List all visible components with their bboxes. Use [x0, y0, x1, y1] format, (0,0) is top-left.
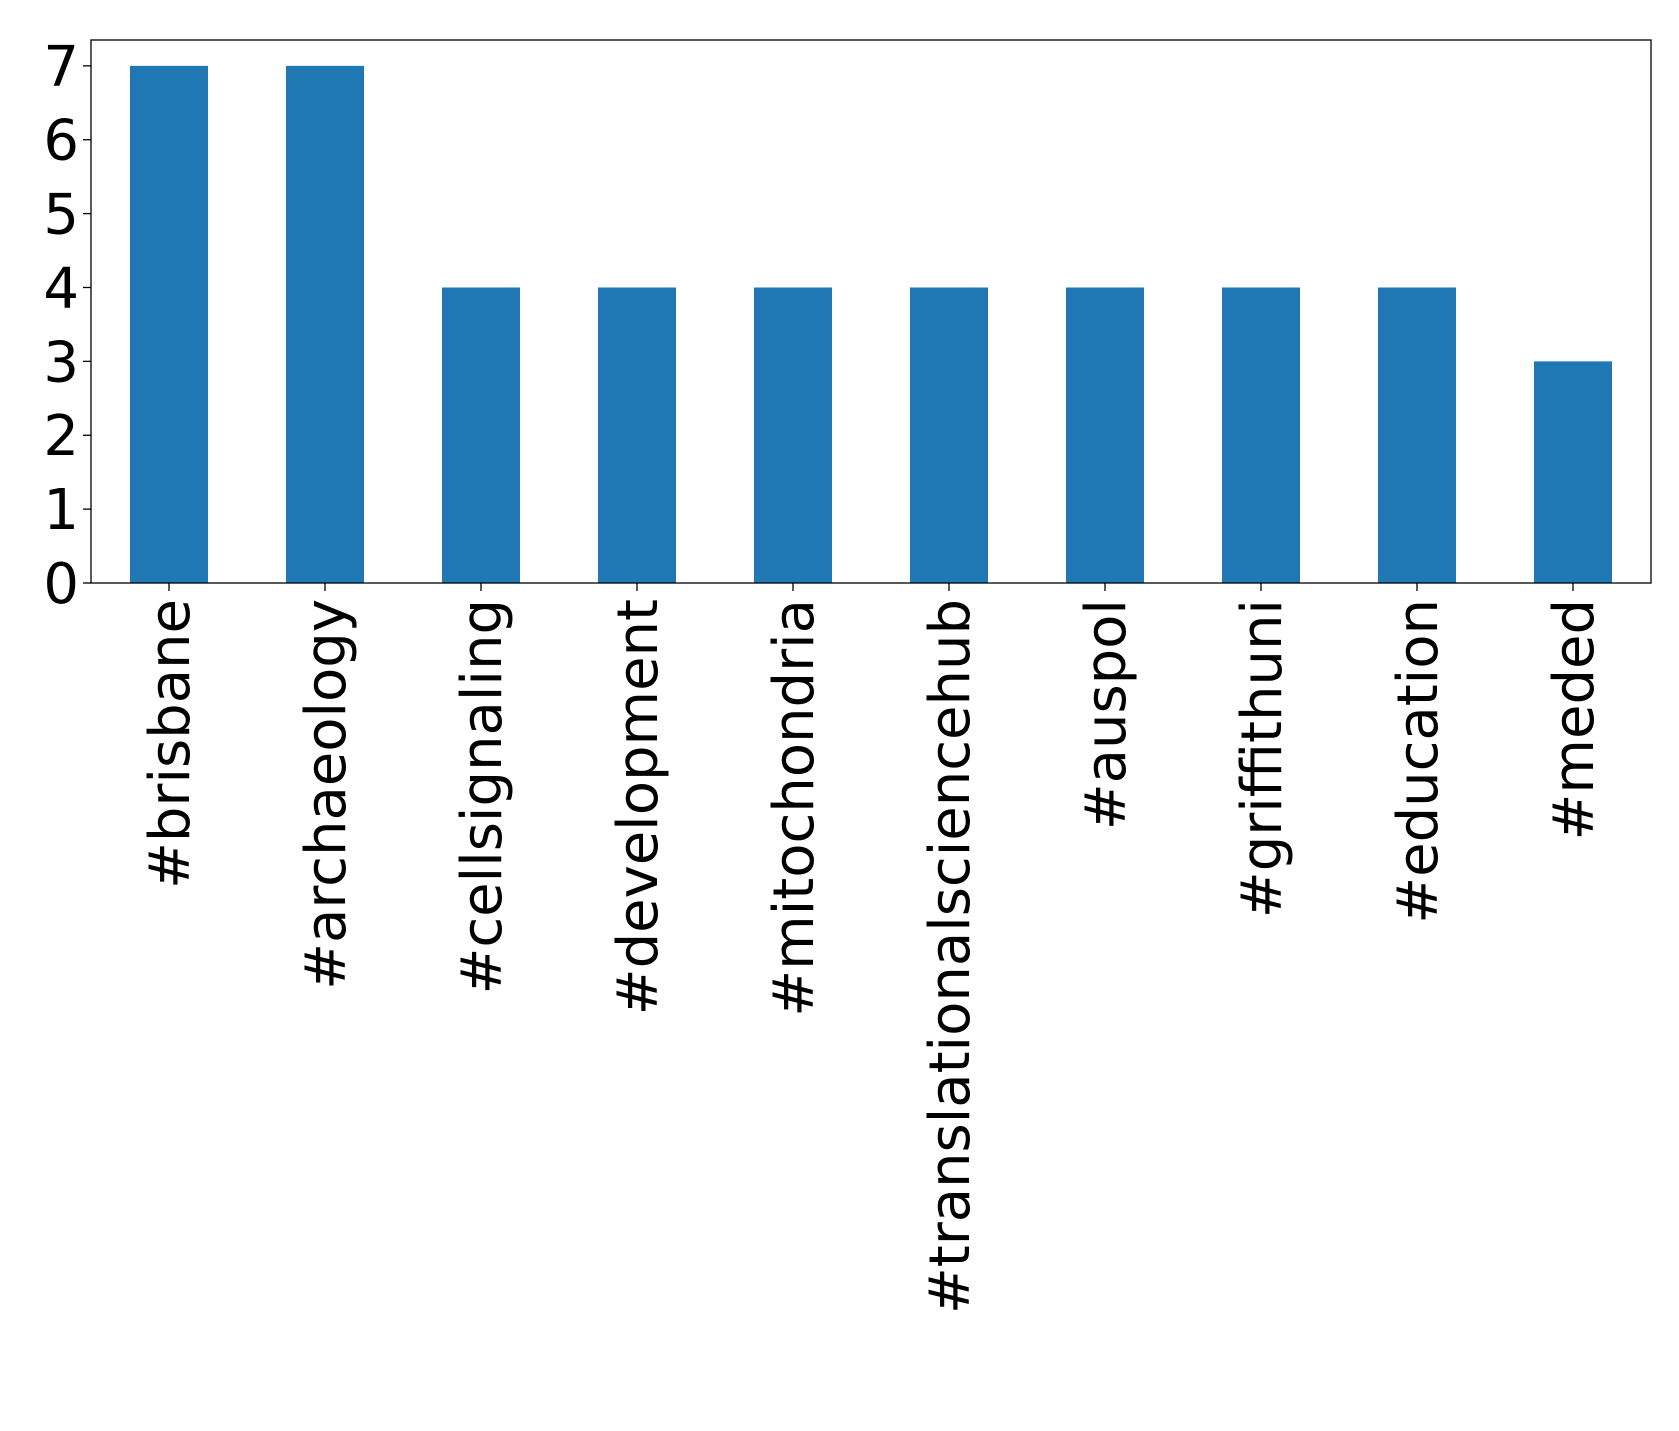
y-tick-label-5: 5 — [43, 183, 79, 248]
bar-2 — [442, 287, 520, 583]
x-tick-label-2: #cellsignaling — [450, 599, 515, 995]
bar-5 — [910, 287, 988, 583]
bar-8 — [1378, 287, 1456, 583]
y-tick-label-2: 2 — [43, 404, 79, 469]
y-tick-label-6: 6 — [43, 109, 79, 174]
x-axis: #brisbane #archaeology #cellsignaling #deve… — [138, 583, 1607, 1314]
x-tick-label-0: #brisbane — [138, 599, 203, 889]
bar-1 — [286, 65, 364, 584]
y-axis: 0 1 2 3 4 5 6 7 — [43, 35, 91, 617]
y-tick-label-3: 3 — [43, 330, 79, 395]
bar-6 — [1066, 287, 1144, 583]
x-tick-label-6: #auspol — [1074, 599, 1139, 830]
x-tick-label-5: #translationalsciencehub — [918, 599, 983, 1314]
y-tick-label-4: 4 — [43, 256, 79, 321]
bar-9 — [1534, 361, 1612, 583]
y-tick-label-7: 7 — [43, 35, 79, 100]
y-tick-label-1: 1 — [43, 478, 79, 543]
plot-frame — [90, 39, 1652, 584]
bar-4 — [754, 287, 832, 583]
x-tick-label-8: #education — [1386, 599, 1451, 924]
x-tick-label-3: #development — [606, 599, 671, 1015]
bars-group — [130, 65, 1612, 584]
x-tick-label-1: #archaeology — [294, 599, 359, 990]
bar-0 — [130, 65, 208, 584]
x-tick-label-4: #mitochondria — [762, 599, 827, 1017]
x-tick-label-9: #meded — [1542, 599, 1607, 840]
y-tick-label-0: 0 — [43, 552, 79, 617]
bar-3 — [598, 287, 676, 583]
bar-7 — [1222, 287, 1300, 583]
x-tick-label-7: #griffithuni — [1230, 599, 1295, 918]
